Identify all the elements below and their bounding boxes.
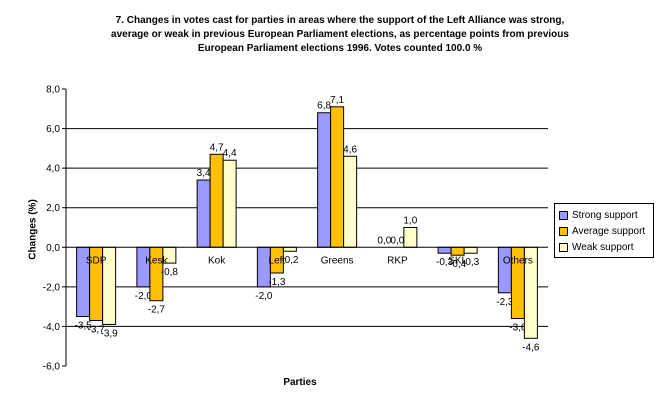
legend-item-strong: Strong support — [559, 207, 649, 223]
x-tick-label: SDP — [86, 255, 107, 266]
y-tick-label: 2,0 — [46, 203, 60, 214]
legend-label-strong: Strong support — [572, 209, 638, 221]
data-label: 4,7 — [210, 142, 224, 153]
bar-kok-2 — [222, 159, 237, 248]
data-label: -0,2 — [281, 255, 299, 266]
legend-item-average: Average support — [559, 223, 649, 239]
data-label: -4,6 — [522, 342, 540, 353]
bar-greens-1 — [330, 106, 345, 248]
data-label: 4,4 — [223, 148, 237, 159]
data-label: -3,9 — [101, 328, 119, 339]
x-tick-label: Kesk — [145, 255, 168, 266]
chart-title: 7. Changes in votes cast for parties in … — [40, 14, 640, 56]
y-tick-label: 8,0 — [46, 85, 60, 96]
legend-swatch-weak — [559, 242, 568, 252]
y-tick-label: 6,0 — [46, 124, 60, 135]
data-label: -0,3 — [462, 257, 480, 268]
x-tick-label: SKL — [448, 255, 467, 266]
x-tick-label: Left — [269, 255, 286, 266]
legend-swatch-average — [559, 226, 568, 236]
bar-skl-1 — [450, 246, 465, 256]
data-label: -2,3 — [496, 297, 514, 308]
bar-skl-0 — [437, 246, 452, 254]
bar-greens-0 — [317, 112, 332, 248]
data-label: -0,3 — [436, 257, 454, 268]
data-label: -2,7 — [148, 305, 166, 316]
bar-left-2 — [282, 246, 297, 252]
legend-swatch-strong — [559, 210, 568, 220]
y-tick-label: 0,0 — [46, 243, 60, 254]
chart-title-line: 7. Changes in votes cast for parties in … — [115, 15, 565, 26]
data-label: 3,4 — [197, 168, 211, 179]
y-axis-label: Changes (%) — [27, 199, 39, 260]
chart-title-line: European Parliament elections 1996. Vote… — [197, 43, 483, 54]
y-tick-label: -2,0 — [43, 282, 61, 293]
bar-greens-2 — [343, 155, 358, 248]
data-label: -2,0 — [255, 291, 273, 302]
data-label: 1,0 — [403, 216, 417, 227]
x-tick-label: RKP — [387, 255, 408, 266]
legend: Strong support Average support Weak supp… — [554, 203, 654, 258]
data-label: -2,0 — [135, 291, 153, 302]
bar-kok-1 — [209, 153, 224, 248]
bar-kok-0 — [196, 179, 211, 248]
data-label: -3,6 — [509, 323, 527, 334]
bar-kesk-0 — [136, 246, 151, 288]
x-tick-label: Others — [503, 255, 533, 266]
y-tick-label: 4,0 — [46, 164, 60, 175]
data-label: -0,8 — [161, 267, 179, 278]
data-label: 0,0 — [377, 235, 391, 246]
data-label: -0,4 — [449, 259, 467, 270]
data-label: -1,3 — [268, 277, 286, 288]
legend-item-weak: Weak support — [559, 239, 649, 255]
x-tick-label: Kok — [208, 255, 226, 266]
x-axis-label: Parties — [283, 377, 317, 388]
data-label: -3,7 — [88, 324, 106, 335]
chart-title-line: average or weak in previous European Par… — [111, 29, 569, 40]
bar-rkp-2 — [403, 227, 418, 248]
bar-others-0 — [497, 246, 512, 294]
data-label: 0,0 — [390, 235, 404, 246]
data-label: 6,8 — [317, 101, 331, 112]
data-label: 4,6 — [343, 144, 357, 155]
y-tick-label: -4,0 — [43, 322, 61, 333]
bar-skl-2 — [463, 246, 478, 254]
legend-label-weak: Weak support — [572, 241, 634, 253]
x-tick-label: Greens — [321, 255, 354, 266]
data-label: 7,1 — [330, 95, 344, 106]
legend-label-average: Average support — [572, 225, 646, 237]
data-label: -3,5 — [75, 321, 93, 332]
y-tick-label: -6,0 — [43, 362, 61, 373]
